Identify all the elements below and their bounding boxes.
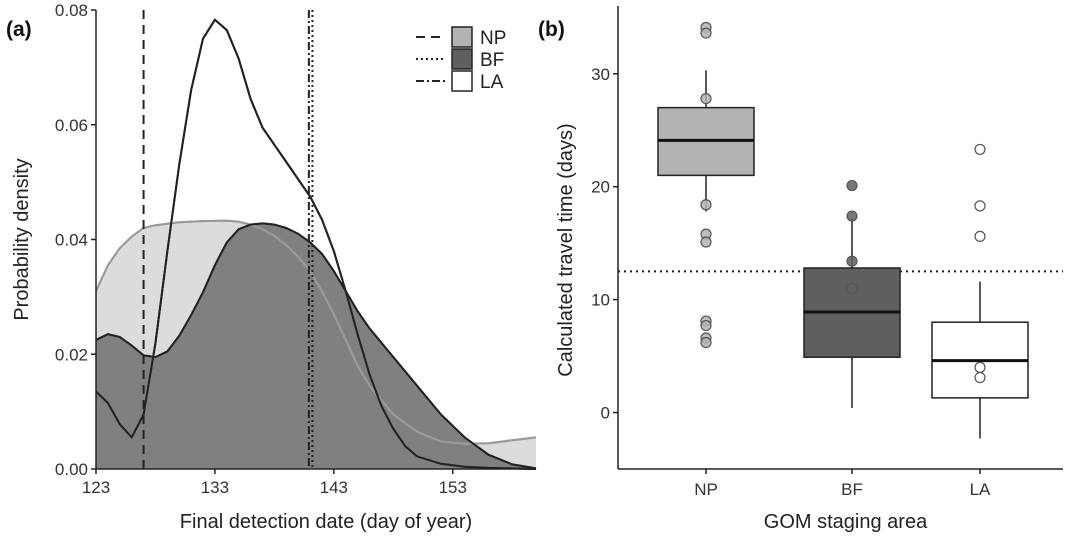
data-point-np — [700, 236, 712, 248]
panel-label-a: (a) — [6, 18, 32, 41]
data-point-la — [974, 361, 986, 373]
xtick-label-b: NP — [694, 480, 718, 499]
x-axis-label-a: Final detection date (day of year) — [180, 511, 472, 533]
xtick-label-a: 123 — [82, 478, 110, 497]
legend-swatch-bf — [451, 48, 473, 70]
data-point-bf — [846, 210, 858, 222]
data-point-bf — [846, 179, 858, 192]
ytick-label-b: 20 — [591, 178, 610, 197]
data-point-la — [974, 200, 986, 212]
legend-label-np: NP — [480, 28, 506, 49]
xtick-label-b: LA — [970, 480, 991, 499]
data-point-bf — [846, 282, 858, 294]
density-outline-bf — [95, 222, 537, 470]
legend-label-bf: BF — [480, 50, 504, 71]
data-point-la — [974, 230, 986, 242]
density-area-bf-overlay — [96, 223, 536, 469]
panel-label-b: (b) — [538, 18, 565, 41]
ytick-label-a: 0.04 — [55, 231, 88, 250]
data-point-np — [700, 199, 712, 211]
xtick-label-a: 143 — [320, 478, 348, 497]
ytick-label-b: 0 — [601, 404, 610, 423]
y-axis-label-a: Probability density — [11, 158, 33, 320]
data-point-np — [700, 319, 712, 332]
ytick-label-a: 0.00 — [55, 460, 88, 479]
legend-swatch-la — [451, 70, 473, 92]
data-point-np — [700, 27, 712, 39]
x-axis-label-b: GOM staging area — [764, 511, 928, 533]
ytick-label-b: 30 — [591, 65, 610, 84]
data-point-la — [974, 371, 986, 384]
xtick-label-a: 153 — [439, 478, 467, 497]
data-point-np — [700, 92, 712, 105]
density-outline-la — [95, 18, 537, 470]
xtick-label-a: 133 — [201, 478, 229, 497]
ytick-label-a: 0.02 — [55, 345, 88, 364]
density-outline-np — [95, 219, 537, 445]
ytick-label-a: 0.08 — [55, 1, 88, 20]
ytick-label-b: 10 — [591, 291, 610, 310]
xtick-label-b: BF — [841, 480, 863, 499]
y-axis-label-b: Calculated travel time (days) — [555, 123, 577, 376]
data-point-la — [974, 143, 986, 156]
ytick-label-a: 0.06 — [55, 116, 88, 135]
data-point-np — [700, 336, 712, 349]
data-point-bf — [846, 255, 858, 267]
legend-label-la: LA — [480, 72, 504, 93]
legend-swatch-np — [451, 26, 473, 48]
